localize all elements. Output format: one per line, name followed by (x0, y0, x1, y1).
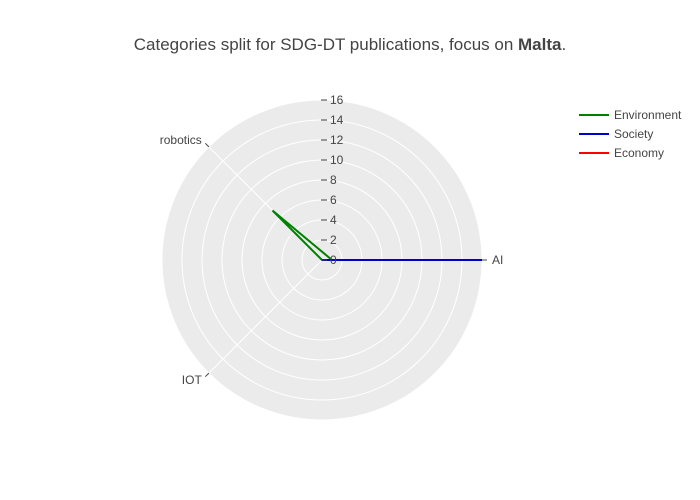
category-label: IOT (182, 373, 203, 387)
radial-tick-label: 4 (330, 213, 337, 227)
category-label: AI (492, 253, 503, 267)
radial-tick-label: 2 (330, 233, 337, 247)
legend-item: Society (579, 127, 653, 141)
radial-tick-label: 16 (330, 93, 344, 107)
category-label: robotics (160, 133, 202, 147)
chart-title: Categories split for SDG-DT publications… (134, 35, 566, 54)
legend: Environment Society Economy (579, 108, 682, 160)
radial-axis: 0 2 4 6 8 10 12 14 16 (321, 93, 344, 267)
legend-item: Environment (579, 108, 682, 122)
legend-label: Society (614, 127, 653, 141)
radial-tick-label: 8 (330, 173, 337, 187)
legend-label: Environment (614, 108, 682, 122)
radial-tick-label: 12 (330, 133, 344, 147)
radial-tick-label: 14 (330, 113, 344, 127)
radial-tick-label: 10 (330, 153, 344, 167)
angular-gridline (208, 259, 323, 374)
legend-item: Economy (579, 146, 664, 160)
angular-tick (204, 142, 210, 148)
radial-tick-label: 6 (330, 193, 337, 207)
radial-tick-label: 0 (330, 253, 337, 267)
legend-label: Economy (614, 146, 664, 160)
angular-tick (204, 372, 210, 378)
